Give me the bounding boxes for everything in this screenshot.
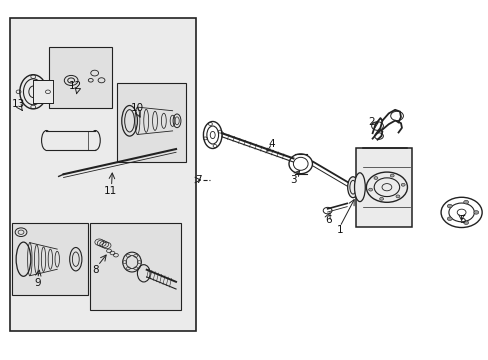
- Text: 8: 8: [92, 265, 99, 275]
- Text: 5: 5: [458, 215, 465, 225]
- Circle shape: [379, 197, 383, 200]
- Ellipse shape: [41, 131, 51, 150]
- Text: 4: 4: [267, 139, 274, 149]
- Ellipse shape: [354, 173, 365, 202]
- Circle shape: [368, 188, 372, 191]
- Circle shape: [401, 183, 405, 186]
- Circle shape: [463, 200, 468, 204]
- Bar: [49, 47, 112, 108]
- Bar: [117, 83, 185, 162]
- Text: 11: 11: [103, 186, 117, 196]
- Text: 12: 12: [69, 81, 82, 91]
- Bar: [46, 131, 95, 150]
- Ellipse shape: [347, 177, 358, 198]
- Circle shape: [447, 217, 451, 221]
- Text: 10: 10: [130, 103, 143, 113]
- Text: 3: 3: [289, 175, 296, 185]
- Circle shape: [373, 177, 377, 180]
- Bar: [10, 18, 195, 331]
- Text: 13: 13: [12, 99, 25, 109]
- Bar: [355, 148, 411, 227]
- Bar: [12, 223, 88, 295]
- Ellipse shape: [90, 131, 100, 150]
- Bar: [33, 80, 53, 103]
- Text: 2: 2: [367, 117, 374, 127]
- Bar: [90, 223, 181, 310]
- Circle shape: [463, 221, 468, 225]
- Circle shape: [389, 174, 393, 177]
- Circle shape: [395, 195, 399, 198]
- Text: 9: 9: [34, 278, 41, 288]
- Text: 6: 6: [325, 215, 331, 225]
- Circle shape: [447, 204, 451, 208]
- Text: 1: 1: [336, 225, 343, 235]
- Circle shape: [473, 211, 478, 214]
- Text: 7: 7: [194, 175, 201, 185]
